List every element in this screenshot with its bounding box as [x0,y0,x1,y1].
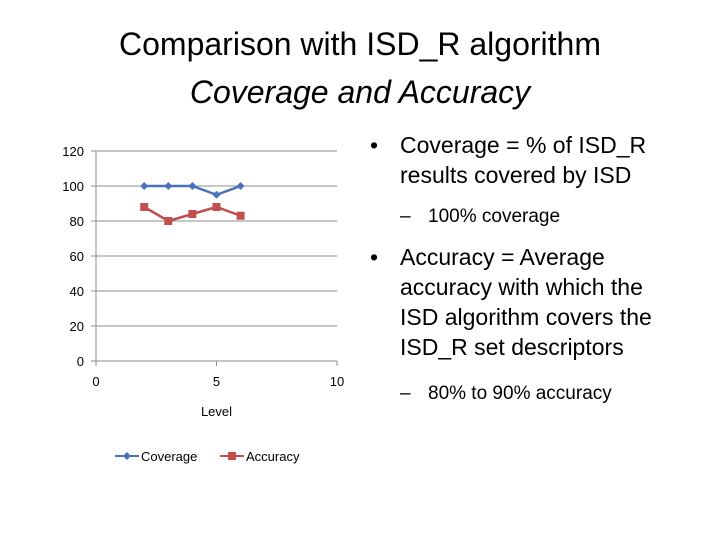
x-tick-label: 5 [213,374,220,389]
y-tick-label: 80 [70,214,84,229]
bullet-text: Accuracy = Average [400,244,605,270]
legend-label-accuracy: Accuracy [246,449,300,464]
x-tick-label: 10 [330,374,344,389]
y-tick-label: 60 [70,249,84,264]
y-tick-label: 20 [70,319,84,334]
bullet-dot: • [370,132,379,158]
data-point-coverage [236,182,245,190]
sub-bullet-dash: – [400,206,411,227]
bullet-dot: • [370,244,379,270]
legend-marker-accuracy [228,452,236,460]
slide-title: Comparison with ISD_R algorithm [119,26,601,62]
data-point-accuracy [164,217,173,225]
data-point-coverage [140,182,149,190]
bullet-text: accuracy with which the [400,274,643,300]
data-point-accuracy [140,203,149,211]
bullet-text: ISD_R set descriptors [400,334,624,360]
y-tick-label: 40 [70,284,84,299]
x-tick-label: 0 [92,374,99,389]
data-point-coverage [188,182,197,190]
bullet-text: ISD algorithm covers the [400,304,652,330]
bullet-text: results covered by ISD [400,162,632,188]
bullet-text: Coverage = % of ISD_R [400,132,647,158]
sub-bullet-text: 80% to 90% accuracy [428,383,612,404]
slide-subtitle: Coverage and Accuracy [189,74,531,110]
legend-marker-coverage [123,452,131,460]
y-tick-label: 0 [77,354,84,369]
legend-label-coverage: Coverage [141,449,197,464]
y-tick-label: 120 [62,144,84,159]
data-point-accuracy [212,203,221,211]
y-tick-label: 100 [62,179,84,194]
sub-bullet-dash: – [400,383,411,404]
data-point-accuracy [188,210,197,218]
x-axis-label: Level [201,404,232,419]
data-point-coverage [164,182,173,190]
sub-bullet-text: 100% coverage [428,206,561,227]
data-point-coverage [212,190,221,199]
data-point-accuracy [236,211,245,220]
